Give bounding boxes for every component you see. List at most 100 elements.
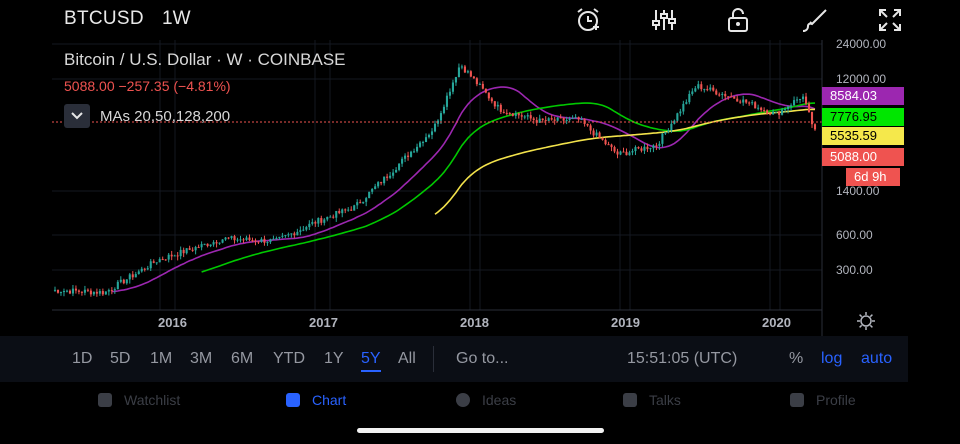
candle [248,237,251,241]
candle [179,249,182,257]
candle [574,117,577,119]
range-3m[interactable]: 3M [190,350,213,367]
candle [433,123,437,132]
range-ytd[interactable]: YTD [273,350,305,367]
candle [218,242,221,244]
nav-talks[interactable]: Talks [623,392,681,408]
candle [338,210,341,214]
candle [604,139,607,145]
candle [221,239,224,243]
candle [65,290,69,292]
nav-profile[interactable]: Profile [790,392,856,408]
candle [709,87,712,90]
symbol-name[interactable]: BTCUSD [64,8,144,29]
lock-icon[interactable] [724,6,752,34]
candle [478,83,481,85]
percent-scale-toggle[interactable]: % [789,350,804,367]
goto-date-button[interactable]: Go to... [456,350,509,367]
nav-label: Talks [649,392,681,408]
log-scale-toggle[interactable]: log [821,350,843,367]
candle [813,124,817,130]
nav-watchlist[interactable]: Watchlist [98,392,180,408]
chat-bubble-icon [623,393,637,407]
candle [188,248,191,250]
candle [113,289,116,291]
auto-scale-toggle[interactable]: auto [861,350,893,367]
range-5y[interactable]: 5Y [361,350,381,372]
candle [502,111,505,113]
candle [430,131,434,135]
candle [535,120,538,123]
candle [466,71,469,73]
candle [676,113,679,121]
candle [116,281,119,290]
candle [598,132,601,138]
candle [673,120,676,124]
candle [386,176,389,178]
candle [401,158,404,164]
candle [140,268,143,272]
price-tag-last: 5088.00 [822,148,904,166]
candle [251,240,254,242]
candle [71,288,74,294]
range-6m[interactable]: 6M [231,350,254,367]
candle [421,142,425,144]
candle [754,102,757,109]
nav-chart[interactable]: Chart [286,392,346,408]
price-tag-ma128: 5535.59 [822,127,904,145]
candle [266,242,269,244]
candle [404,155,407,159]
candle [263,238,266,243]
candle [134,274,137,278]
candle [804,96,808,104]
price-chart[interactable] [0,0,960,336]
home-indicator [357,428,604,433]
candle [110,290,113,292]
candle [368,191,371,199]
range-1d[interactable]: 1D [72,350,93,367]
candle [514,113,517,116]
candle [658,143,661,146]
candle [730,96,733,98]
price-candles [53,63,817,297]
candle [682,103,685,112]
nav-ideas[interactable]: Ideas [456,392,516,408]
nav-label: Profile [816,392,856,408]
ma-label: MAs 20,50,128,200 [100,107,231,125]
ma-line-128 [434,108,815,215]
candle [317,218,320,224]
candle [395,169,398,173]
range-5d[interactable]: 5D [110,350,131,367]
candle [107,290,110,292]
candle [254,240,257,242]
candle [559,117,562,119]
candle [595,132,598,136]
candle [631,151,634,153]
candle [413,151,416,153]
x-tick: 2019 [611,315,640,330]
candle [622,151,625,153]
range-1y[interactable]: 1Y [324,350,344,367]
candle [586,123,589,126]
indicators-icon[interactable] [650,6,678,34]
fullscreen-icon[interactable] [876,6,904,34]
candle [149,261,152,269]
candle [778,111,781,115]
range-1m[interactable]: 1M [150,350,173,367]
candle [769,113,772,115]
candle [308,223,311,228]
alarm-clock-icon[interactable] [574,6,602,34]
candle [152,261,155,263]
settings-gear-icon[interactable] [856,311,876,331]
range-all[interactable]: All [398,350,416,367]
y-tick: 24000.00 [836,37,887,51]
candle [92,291,95,295]
candle [98,291,101,294]
draw-brush-icon[interactable] [800,6,828,34]
interval-selector[interactable]: 1W [162,8,191,29]
candle [661,133,664,144]
chevron-down-icon[interactable] [64,104,90,128]
candle [314,222,317,224]
candle [703,89,706,91]
utc-clock[interactable]: 15:51:05 (UTC) [627,350,738,367]
